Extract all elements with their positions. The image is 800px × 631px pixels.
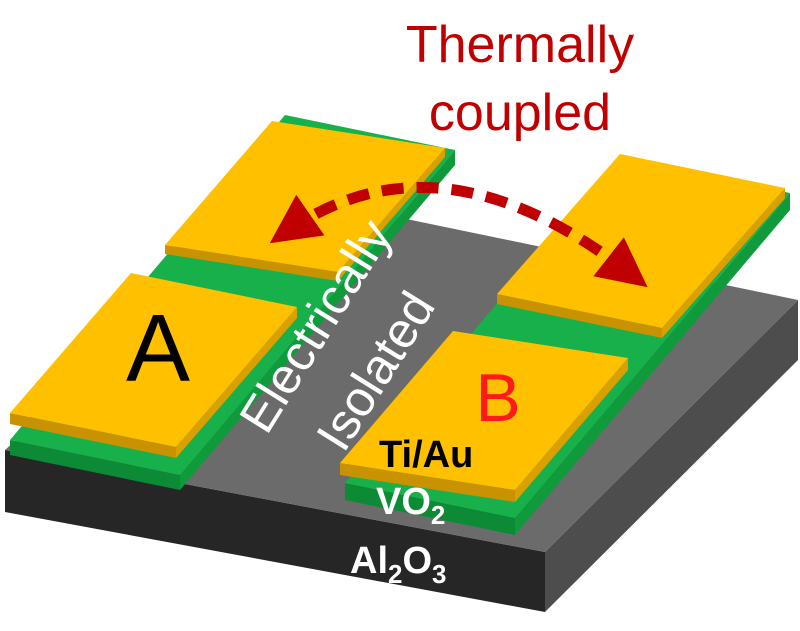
substrate-al-text: Al (350, 540, 388, 582)
thermal-coupling-arrow (269, 181, 648, 288)
pad-a-side (176, 307, 297, 458)
vo2-right-side-face (515, 193, 790, 535)
title-line-2: coupled (429, 84, 611, 142)
pad-a (10, 273, 297, 458)
pad-a-front (10, 413, 176, 458)
pad-a-top (10, 273, 297, 447)
layer-label-vo2: VO2 (376, 481, 445, 530)
substrate-right-face (545, 300, 798, 612)
title-line-1: Thermally (406, 16, 634, 74)
vo2-base-text: VO (376, 481, 431, 523)
vo2-subscript: 2 (431, 500, 445, 530)
pad-b (340, 331, 628, 502)
pad-back-right-side (662, 188, 785, 338)
vo2-right-front-face (345, 483, 515, 535)
pad-back-right-front (497, 294, 662, 338)
layer-label-metal: Ti/Au (379, 434, 473, 476)
layer-label-substrate: Al2O3 (350, 540, 447, 589)
substrate-front-face (5, 450, 545, 612)
pad-b-label: B (475, 360, 520, 436)
vo2-left-front-face (10, 440, 180, 490)
substrate-subscript-2: 3 (432, 559, 446, 589)
substrate-subscript-1: 2 (388, 559, 402, 589)
pad-b-side (515, 358, 628, 502)
pad-a-label: A (126, 295, 190, 402)
pad-b-top (340, 331, 628, 490)
pad-b-front (340, 463, 515, 502)
substrate-o-text: O (402, 540, 432, 582)
